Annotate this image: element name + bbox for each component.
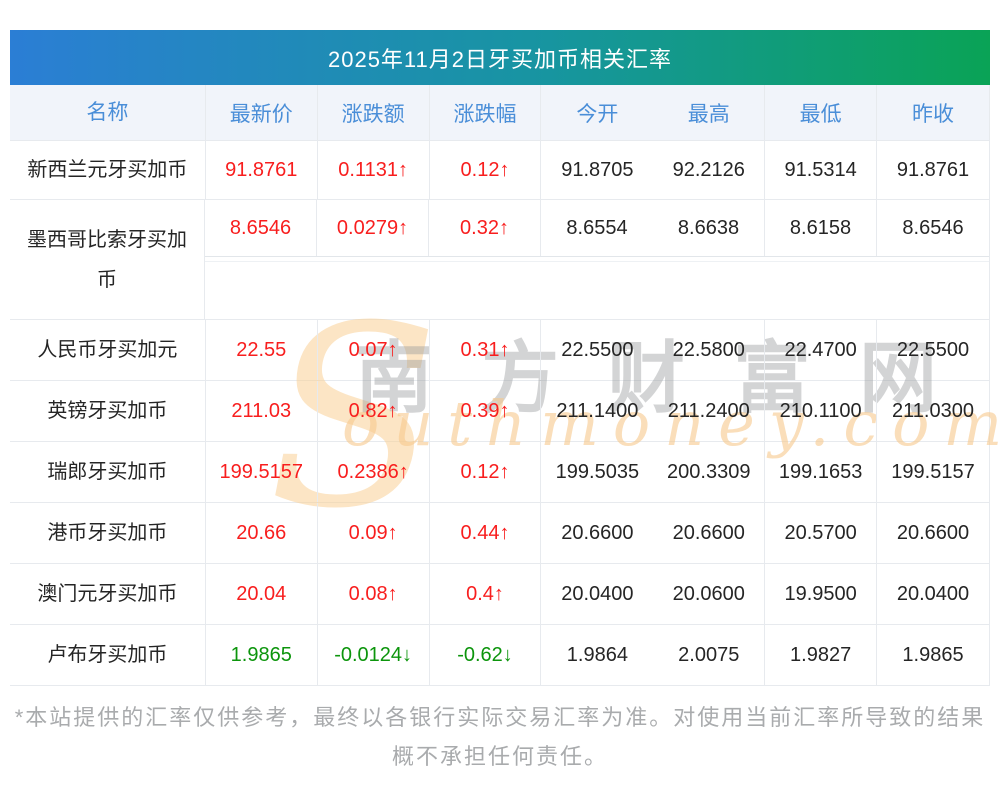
column-header-open: 今开 — [576, 102, 619, 126]
wrapped-row-data-area: 8.6546 0.0279↑ 0.32↑ 8.6554 8.6638 8.6158 8.65… — [205, 200, 989, 319]
change-percent: -0.62↓ — [430, 625, 542, 685]
table-rows: 新西兰元牙买加币 91.8761 0.1131↑ 0.12↑ 91.8705 92.212… — [10, 141, 989, 686]
low-price: 19.9500 — [765, 564, 878, 624]
change-percent: 0.39↑ — [430, 381, 542, 441]
change-percent: 0.31↑ — [430, 320, 542, 380]
low-price: 1.9827 — [765, 625, 878, 685]
prev-close-price: 211.0300 — [892, 399, 974, 422]
low-price: 20.5700 — [765, 503, 878, 563]
prev-close-price: 20.6600 — [896, 521, 970, 544]
prev-close-price: 199.5157 — [891, 460, 975, 483]
open-price: 199.5035 — [555, 460, 640, 483]
column-header-change-pct: 涨跌幅 — [430, 85, 542, 140]
currency-pair-name: 新西兰元牙买加币 — [10, 141, 206, 199]
table-header-row: 名称 最新价 涨跌额 涨跌幅 今开 最高 最低 昨收 — [10, 85, 989, 141]
table-row: 人民币牙买加元 22.55 0.07↑ 0.31↑ 22.5500 22.5800 22.4… — [10, 320, 989, 381]
column-header-low: 最低 — [765, 85, 878, 140]
page-title: 2025年11月2日牙买加币相关汇率 — [10, 30, 990, 85]
high-price: 92.2126 — [653, 141, 766, 199]
change-percent: 0.44↑ — [430, 503, 542, 563]
change-amount: 0.0279↑ — [317, 200, 429, 256]
latest-price: 91.8761 — [206, 141, 318, 199]
high-price: 2.0075 — [653, 625, 766, 685]
change-percent: 0.12↑ — [430, 442, 542, 502]
latest-price: 1.9865 — [206, 625, 318, 685]
currency-pair-name: 英镑牙买加币 — [10, 381, 206, 441]
change-amount: 0.08↑ — [318, 564, 430, 624]
column-header-high: 最高 — [653, 85, 766, 140]
latest-price: 22.55 — [206, 320, 318, 380]
high-price: 22.5800 — [653, 320, 766, 380]
table-row: 澳门元牙买加币 20.04 0.08↑ 0.4↑ 20.0400 20.0600 19.95… — [10, 564, 989, 625]
open-price: 91.8705 — [561, 158, 634, 181]
open-price: 20.0400 — [561, 582, 634, 605]
latest-price: 20.04 — [206, 564, 318, 624]
table-row: 卢布牙买加币 1.9865 -0.0124↓ -0.62↓ 1.9864 2.0075 1.… — [10, 625, 989, 686]
latest-price: 20.66 — [206, 503, 318, 563]
latest-price: 8.6546 — [205, 200, 317, 256]
latest-price: 211.03 — [206, 381, 318, 441]
change-percent: 0.12↑ — [430, 141, 542, 199]
low-price: 210.1100 — [765, 381, 878, 441]
prev-close-price: 22.5500 — [896, 338, 970, 361]
table-row: 英镑牙买加币 211.03 0.82↑ 0.39↑ 211.1400 211.2400 21… — [10, 381, 989, 442]
column-header-name: 名称 — [10, 85, 206, 140]
exchange-rate-table-wrap: S 南方财富网 outhmoney.com 2025年11月2日牙买加币相关汇率… — [10, 30, 1000, 686]
rates-table: 名称 最新价 涨跌额 涨跌幅 今开 最高 最低 昨收 新西兰元牙买加币 91.87… — [10, 85, 990, 686]
currency-pair-name: 卢布牙买加币 — [10, 625, 206, 685]
currency-pair-name: 澳门元牙买加币 — [10, 564, 206, 624]
change-amount: -0.0124↓ — [318, 625, 430, 685]
change-percent: 0.4↑ — [430, 564, 542, 624]
prev-close-price: 91.8761 — [896, 158, 970, 181]
table-row: 墨西哥比索牙买加币 8.6546 0.0279↑ 0.32↑ 8.6554 8.6638 8… — [10, 200, 989, 320]
disclaimer: *本站提供的汇率仅供参考，最终以各银行实际交易汇率为准。对使用当前汇率所导致的结… — [0, 698, 1000, 776]
disclaimer-line-1: *本站提供的汇率仅供参考，最终以各银行实际交易汇率为准。对使用当前汇率所导致的结… — [14, 705, 986, 730]
table-row: 新西兰元牙买加币 91.8761 0.1131↑ 0.12↑ 91.8705 92.212… — [10, 141, 989, 200]
change-amount: 0.82↑ — [318, 381, 430, 441]
currency-pair-name: 瑞郎牙买加币 — [10, 442, 206, 502]
change-amount: 0.09↑ — [318, 503, 430, 563]
disclaimer-line-2: 概不承担任何责任。 — [391, 744, 608, 769]
change-amount: 0.07↑ — [318, 320, 430, 380]
prev-close-price: 8.6546 — [902, 216, 964, 239]
open-price: 8.6554 — [566, 216, 628, 239]
change-percent: 0.32↑ — [429, 200, 541, 256]
high-price: 20.0600 — [653, 564, 766, 624]
currency-pair-name: 人民币牙买加元 — [10, 320, 206, 380]
column-header-latest: 最新价 — [206, 85, 318, 140]
change-amount: 0.1131↑ — [318, 141, 430, 199]
low-price: 91.5314 — [765, 141, 878, 199]
low-price: 8.6158 — [765, 200, 877, 256]
high-price: 211.2400 — [653, 381, 766, 441]
low-price: 199.1653 — [765, 442, 878, 502]
low-price: 22.4700 — [765, 320, 878, 380]
open-price: 20.6600 — [561, 521, 634, 544]
table-row: 港币牙买加币 20.66 0.09↑ 0.44↑ 20.6600 20.6600 20.57… — [10, 503, 989, 564]
currency-pair-name: 港币牙买加币 — [10, 503, 206, 563]
currency-pair-name: 墨西哥比索牙买加币 — [10, 200, 205, 319]
open-price: 1.9864 — [566, 643, 628, 666]
change-amount: 0.2386↑ — [318, 442, 430, 502]
open-price: 211.1400 — [556, 399, 639, 422]
high-price: 200.3309 — [653, 442, 766, 502]
prev-close-price: 20.0400 — [896, 582, 970, 605]
latest-price: 199.5157 — [206, 442, 318, 502]
high-price: 20.6600 — [653, 503, 766, 563]
prev-close-price: 1.9865 — [902, 643, 964, 666]
table-row: 瑞郎牙买加币 199.5157 0.2386↑ 0.12↑ 199.5035 200.33… — [10, 442, 989, 503]
column-header-change: 涨跌额 — [318, 85, 430, 140]
high-price: 8.6638 — [653, 200, 765, 256]
column-header-prev-close: 昨收 — [912, 102, 955, 126]
open-price: 22.5500 — [561, 338, 634, 361]
